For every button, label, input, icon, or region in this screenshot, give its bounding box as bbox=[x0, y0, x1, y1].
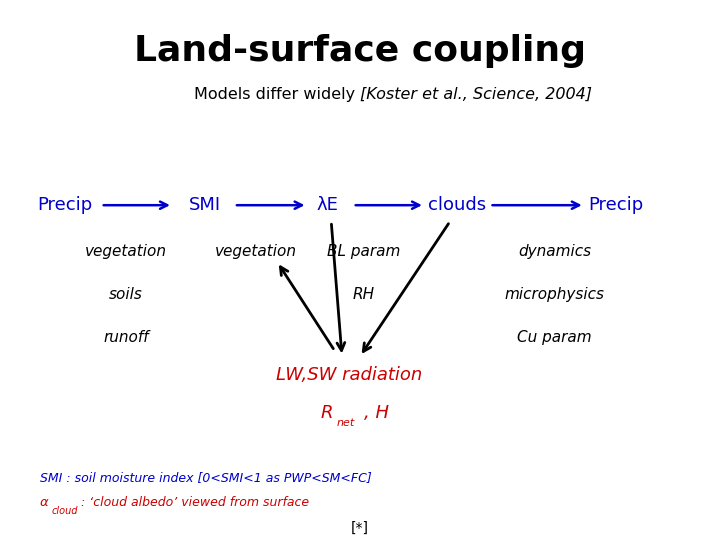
Text: LW,SW radiation: LW,SW radiation bbox=[276, 366, 423, 384]
Text: Models differ widely: Models differ widely bbox=[194, 87, 360, 102]
Text: RH: RH bbox=[353, 287, 374, 302]
Text: Land-surface coupling: Land-surface coupling bbox=[134, 35, 586, 68]
Text: , H: , H bbox=[364, 404, 389, 422]
Text: SMI: SMI bbox=[189, 196, 221, 214]
Text: vegetation: vegetation bbox=[215, 244, 297, 259]
Text: runoff: runoff bbox=[103, 330, 149, 345]
Text: Precip: Precip bbox=[37, 196, 92, 214]
Text: SMI : soil moisture index [0<SMI<1 as PWP<SM<FC]: SMI : soil moisture index [0<SMI<1 as PW… bbox=[40, 471, 372, 484]
Text: Cu param: Cu param bbox=[517, 330, 592, 345]
Text: microphysics: microphysics bbox=[505, 287, 604, 302]
Text: net: net bbox=[336, 418, 354, 428]
Text: dynamics: dynamics bbox=[518, 244, 591, 259]
Text: [*]: [*] bbox=[351, 521, 369, 535]
Text: [Koster et al., Science, 2004]: [Koster et al., Science, 2004] bbox=[360, 87, 592, 102]
Text: clouds: clouds bbox=[428, 196, 486, 214]
Text: α: α bbox=[40, 496, 48, 509]
Text: λE: λE bbox=[317, 196, 338, 214]
Text: R: R bbox=[320, 404, 333, 422]
Text: Precip: Precip bbox=[588, 196, 643, 214]
Text: : ‘cloud albedo’ viewed from surface: : ‘cloud albedo’ viewed from surface bbox=[81, 496, 310, 509]
Text: BL param: BL param bbox=[327, 244, 400, 259]
Text: cloud: cloud bbox=[52, 506, 78, 516]
Text: vegetation: vegetation bbox=[85, 244, 167, 259]
Text: soils: soils bbox=[109, 287, 143, 302]
